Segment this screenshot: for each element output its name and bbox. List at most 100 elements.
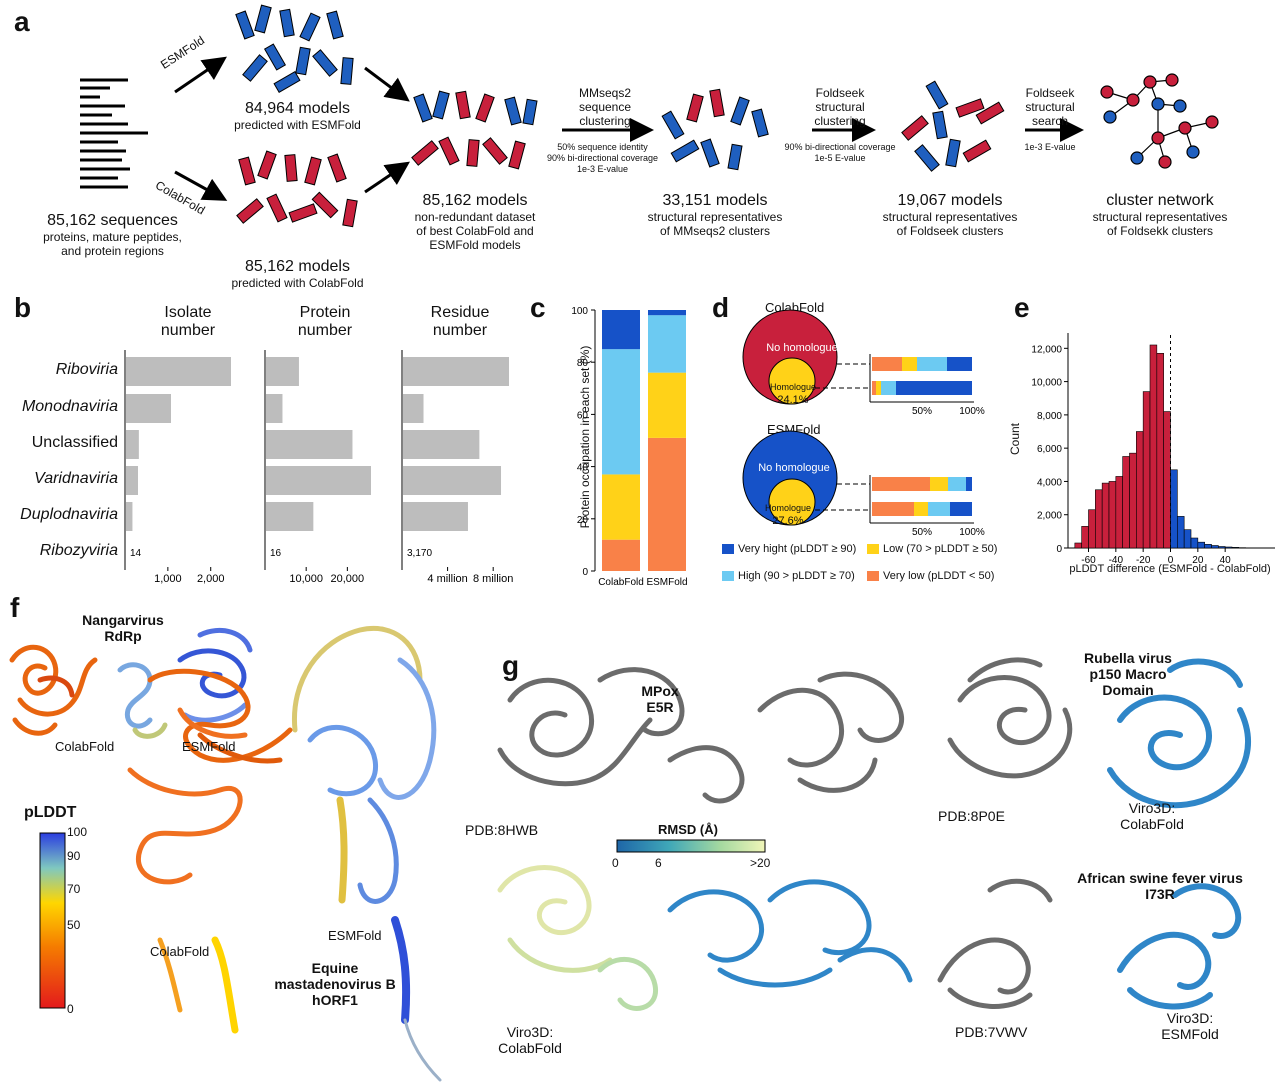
residue-header: Residue number xyxy=(430,304,490,339)
plddt-tick-0: 0 xyxy=(67,1002,74,1016)
d-tick-label: 50% xyxy=(912,527,932,538)
c-bar-esmfold xyxy=(648,310,686,316)
e-histogram-bar xyxy=(1204,544,1212,549)
d-esm-top-bar xyxy=(930,477,948,491)
e-histogram-bar xyxy=(1101,482,1110,549)
d-cf-bottom-bar xyxy=(872,381,876,395)
isolate-tick-label: 2,000 xyxy=(197,573,225,585)
isolate-bar-riboviria xyxy=(126,357,231,386)
d-cf-top-bar xyxy=(917,357,947,371)
cluster-network-icon xyxy=(1100,73,1219,169)
protein-bar-riboviria xyxy=(266,357,299,386)
d-esm-top-bar xyxy=(872,477,930,491)
mmseqs-label: MMseqs2 sequence clustering xyxy=(578,86,632,128)
residue-bar-unclassified xyxy=(403,430,480,459)
c-category-label: ColabFold xyxy=(598,577,644,588)
nr-models-count: 85,162 models xyxy=(422,192,528,209)
rmsd-tick-20: >20 xyxy=(750,856,771,870)
panel-letter-a: a xyxy=(14,6,30,37)
d-cf-no-homologue: No homologue xyxy=(766,342,838,354)
d-cf-bottom-bar xyxy=(896,381,972,395)
e-histogram-bar xyxy=(1122,456,1130,549)
d-cf-bottom-bar xyxy=(876,381,881,395)
e-histogram-bar xyxy=(1211,545,1219,549)
colabfold-structures-icon xyxy=(236,150,358,228)
e-histogram-bar xyxy=(1088,509,1096,549)
e-histogram-bar xyxy=(1218,546,1226,549)
f-esmfold-label-1: ESMFold xyxy=(182,739,236,754)
equine-esmfold-structure-icon xyxy=(291,626,442,1082)
d-cf-homologue-circle xyxy=(768,357,816,405)
e-histogram-bar xyxy=(1095,489,1103,549)
legend-swatch xyxy=(867,544,879,555)
equine-colabfold-structure-icon xyxy=(127,668,293,1034)
d-esm-pct: 27.6% xyxy=(772,515,804,527)
cf-models-desc: predicted with ColabFold xyxy=(231,276,364,290)
f-esmfold-label-2: ESMFold xyxy=(328,928,382,943)
residue-bar-duplodnaviria xyxy=(403,502,468,531)
e-xtick-label: 0 xyxy=(1168,555,1174,566)
residue-tick-label: 8 million xyxy=(473,573,513,585)
row-label-monodnaviria: Monodnaviria xyxy=(21,398,118,415)
protein-bar-duplodnaviria xyxy=(266,502,314,531)
sequence-lines-icon xyxy=(80,78,148,189)
d-esm-homologue: Homologue xyxy=(764,503,812,513)
panel-c-stacked-bars: 0 20 40 60 80 100 ColabFold ESMFold xyxy=(571,306,687,588)
panel-b-bar-charts: 14 1,000 2,000 16 10,000 20,000 3,170 4 million… xyxy=(124,350,513,585)
d-cf-bottom-bar xyxy=(881,381,896,395)
panel-g-structures xyxy=(497,657,1251,1011)
pdb-8p0e-label: PDB:8P0E xyxy=(938,808,1005,824)
legend-swatch xyxy=(722,544,734,555)
e-histogram-bar xyxy=(1142,391,1151,549)
protein-bar-monodnaviria xyxy=(266,394,283,423)
sequences-desc: proteins, mature peptides, and protein r… xyxy=(43,230,182,258)
asfv-viro3d-label: Viro3D: ESMFold xyxy=(1161,1010,1219,1042)
panel-letter-b: b xyxy=(14,292,32,323)
rmsd-colorbar xyxy=(616,839,766,853)
pdb-7vwv-label: PDB:7VWV xyxy=(955,1024,1028,1040)
f-colabfold-label-2: ColabFold xyxy=(150,944,210,959)
row-label-varidnaviria: Varidnaviria xyxy=(34,470,118,487)
d-cf-top-bar xyxy=(872,357,902,371)
e-histogram-bar xyxy=(1081,526,1089,549)
isolate-bar-monodnaviria xyxy=(126,394,171,423)
e-histogram-bar xyxy=(1108,481,1117,549)
e-xtick-label: 20 xyxy=(1192,555,1204,566)
esm-models-count: 84,964 models xyxy=(245,100,350,117)
e-xtick-label: 40 xyxy=(1220,555,1232,566)
panel-e-ylabel: Count xyxy=(1008,422,1022,456)
pdb-8hwb-label: PDB:8HWB xyxy=(465,822,539,838)
row-label-riboviria: Riboviria xyxy=(55,361,118,378)
mpox-label: MPox E5R xyxy=(641,683,679,715)
esmfold-structures-icon xyxy=(235,4,354,94)
panel-letter-d: d xyxy=(712,292,730,323)
e-xtick-label: -60 xyxy=(1081,555,1096,566)
network-desc: structural representatives of Foldsekk c… xyxy=(1092,210,1228,238)
row-label-unclassified: Unclassified xyxy=(31,434,118,451)
c-ytick-label: 80 xyxy=(577,358,589,369)
e-histogram-bar xyxy=(1115,476,1123,549)
e-histogram-bar xyxy=(1149,344,1158,549)
legend-swatch xyxy=(722,571,734,582)
c-bar-colabfold xyxy=(602,474,640,540)
e-xtick-label: -40 xyxy=(1109,555,1124,566)
e-ytick-label: 0 xyxy=(1056,544,1062,555)
isolate-bar-unclassified xyxy=(126,430,139,459)
rmsd-title: RMSD (Å) xyxy=(658,822,718,837)
non-redundant-structures-icon xyxy=(411,90,538,170)
c-bar-esmfold xyxy=(648,437,686,571)
mmseqs-params: 50% sequence identity 90% bi-directional… xyxy=(546,142,659,174)
rubella-pdb-structure-icon xyxy=(947,657,1073,779)
e-histogram-bar xyxy=(1224,546,1233,549)
foldseek-search-label: Foldseek structural search xyxy=(1025,86,1075,128)
isolate-header: Isolate number xyxy=(160,304,216,339)
c-bar-esmfold xyxy=(648,372,686,438)
c-category-label: ESMFold xyxy=(646,577,687,588)
c-ytick-label: 60 xyxy=(577,410,589,421)
d-esm-homologue-circle xyxy=(768,478,816,526)
c-bar-colabfold xyxy=(602,349,640,475)
d-esm-top-bar xyxy=(948,477,966,491)
e-ytick-label: 12,000 xyxy=(1031,344,1062,355)
d-esm-bottom-bar xyxy=(950,502,972,516)
asfv-label: African swine fever virus I73R xyxy=(1077,870,1243,902)
